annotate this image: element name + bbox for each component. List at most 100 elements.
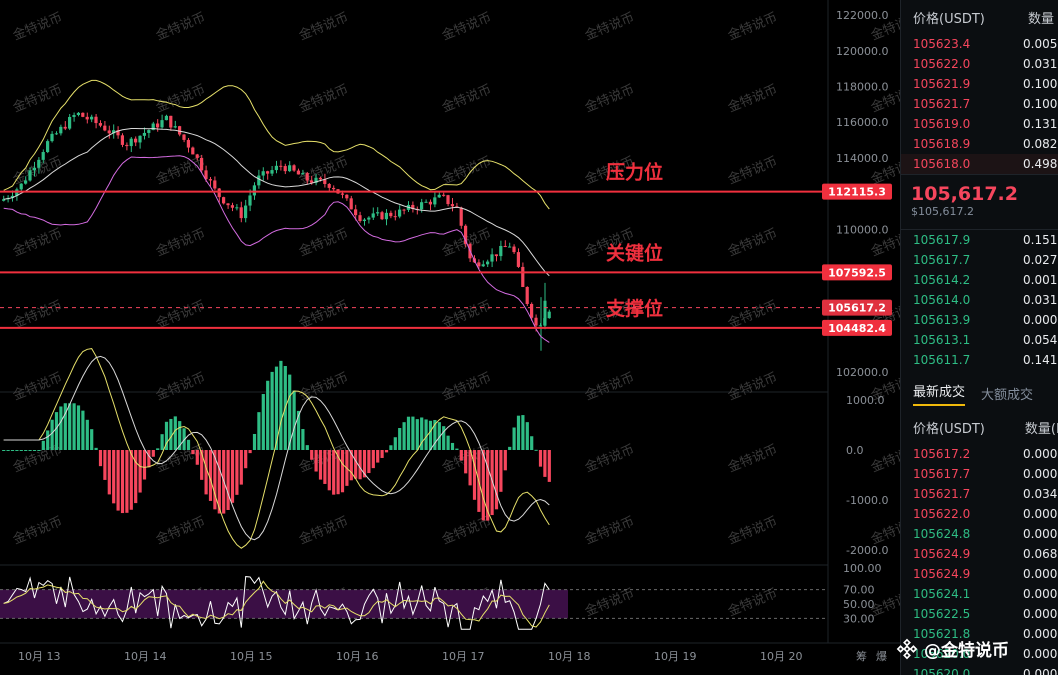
- candle-body: [151, 123, 155, 131]
- trade-row[interactable]: 105621.8 0.000: [901, 624, 1058, 644]
- level-price-tag-text: 104482.4: [828, 322, 886, 335]
- macd-bar: [516, 415, 521, 450]
- trade-row[interactable]: 105621.7 0.034: [901, 484, 1058, 504]
- level-label: 支撑位: [605, 297, 663, 320]
- candle-body: [204, 170, 208, 180]
- candle-body: [358, 215, 362, 222]
- trade-row[interactable]: 105624.9 0.068: [901, 544, 1058, 564]
- macd-bar: [296, 410, 301, 450]
- macd-bar: [244, 450, 248, 469]
- kline-chart[interactable]: 金特说币 金特说币 金特说币 金特说币 金特说币 金特说币 金特说币 金特说币 金特说币 金特说币…: [0, 0, 900, 675]
- ask-row[interactable]: 105621.9 0.100: [901, 74, 1058, 94]
- candle-body: [191, 147, 195, 155]
- row-price: 105622.0: [913, 507, 971, 521]
- watermark-text: 金特说币: [11, 225, 65, 259]
- ask-row[interactable]: 105622.0 0.031: [901, 54, 1058, 74]
- candle-body: [257, 175, 261, 186]
- tab-latest-trades[interactable]: 最新成交: [913, 381, 966, 406]
- macd-bar: [411, 416, 415, 450]
- bid-row[interactable]: 105617.9 0.151: [901, 230, 1058, 250]
- trade-row[interactable]: 105624.8 0.000: [901, 524, 1058, 544]
- order-book-panel: 价格(USDT) 数量 105623.4 0.005 105622.0 0.031 10…: [900, 0, 1058, 675]
- candle-body: [54, 133, 58, 135]
- ask-row[interactable]: 105623.4 0.005: [901, 34, 1058, 54]
- trade-row[interactable]: 105620.0 0.000: [901, 644, 1058, 664]
- macd-bar: [305, 445, 309, 450]
- macd-bar: [490, 450, 494, 516]
- last-price-box[interactable]: 105,617.2 $105,617.2: [901, 174, 1058, 230]
- candle-body: [362, 219, 366, 222]
- candle-body: [494, 254, 498, 257]
- trade-row[interactable]: 105624.1 0.000: [901, 584, 1058, 604]
- macd-bar: [323, 450, 327, 484]
- row-price: 105621.9: [913, 77, 971, 91]
- row-price: 105622.5: [913, 607, 971, 621]
- trade-row[interactable]: 105622.5 0.000: [901, 604, 1058, 624]
- macd-bar: [2, 450, 6, 451]
- row-qty: 0.000: [1023, 607, 1058, 621]
- row-price: 105611.7: [913, 353, 971, 367]
- trade-row[interactable]: 105624.9 0.000: [901, 564, 1058, 584]
- trade-row[interactable]: 105622.0 0.000: [901, 504, 1058, 524]
- candle-body: [46, 141, 50, 153]
- candle-body: [107, 130, 111, 134]
- watermark-text: 金特说币: [726, 9, 780, 43]
- bid-row[interactable]: 105617.7 0.027: [901, 250, 1058, 270]
- row-qty: 0.100: [1023, 77, 1058, 91]
- row-qty: 0.000: [1023, 527, 1058, 541]
- row-price: 105614.2: [913, 273, 971, 287]
- macd-bar: [226, 450, 230, 510]
- candle-body: [503, 245, 507, 247]
- macd-bar: [481, 450, 485, 521]
- order-book-header: 价格(USDT) 数量: [901, 0, 1058, 34]
- watermark-text: 金特说币: [583, 9, 637, 43]
- trade-row[interactable]: 105620.0 0.000: [901, 664, 1058, 675]
- bid-row[interactable]: 105614.0 0.031: [901, 290, 1058, 310]
- trades-list: 105617.2 0.000 105617.7 0.000 105621.7 0.034 1…: [901, 444, 1058, 675]
- macd-bar: [24, 450, 28, 451]
- row-qty: 0.005: [1023, 37, 1058, 51]
- ask-row[interactable]: 105618.9 0.082: [901, 134, 1058, 154]
- ask-row[interactable]: 105621.7 0.100: [901, 94, 1058, 114]
- candle-body: [305, 173, 309, 181]
- macd-bar: [112, 450, 116, 504]
- bid-row[interactable]: 105611.7 0.141: [901, 350, 1058, 370]
- ask-row[interactable]: 105619.0 0.131: [901, 114, 1058, 134]
- macd-bar: [310, 450, 314, 460]
- candle-body: [301, 173, 305, 175]
- candle-body: [446, 195, 450, 205]
- macd-bar: [208, 450, 213, 501]
- macd-bar: [468, 450, 472, 486]
- tab-large-trades[interactable]: 大额成交: [981, 387, 1034, 403]
- bid-row[interactable]: 105613.1 0.054: [901, 330, 1058, 350]
- watermark-text: 金特说币: [726, 585, 780, 619]
- macd-bar: [301, 429, 305, 450]
- trade-row[interactable]: 105617.7 0.000: [901, 464, 1058, 484]
- rsi-line-slow: [3, 580, 550, 628]
- level-label: 关键位: [606, 241, 663, 264]
- bid-row[interactable]: 105614.2 0.001: [901, 270, 1058, 290]
- watermark-text: 金特说币: [440, 9, 494, 43]
- candle-body: [226, 203, 230, 206]
- ask-row[interactable]: 105618.0 0.498: [901, 154, 1058, 174]
- candle-body: [222, 197, 226, 204]
- watermark-text: 金特说币: [726, 369, 780, 403]
- trade-row[interactable]: 105617.2 0.000: [901, 444, 1058, 464]
- watermark-text: 金特说币: [11, 9, 65, 43]
- macd-bar: [534, 449, 538, 451]
- time-axis-tick: 10月 20: [760, 650, 803, 663]
- macd-bar: [59, 406, 63, 450]
- watermark-text: 金特说币: [11, 369, 65, 403]
- macd-bar: [464, 450, 468, 474]
- macd-bar: [134, 450, 138, 504]
- candle-body: [138, 135, 142, 143]
- candle-body: [371, 213, 375, 218]
- watermark-text: 金特说币: [440, 369, 494, 403]
- watermark-text: 金特说币: [11, 297, 65, 331]
- row-qty: 0.027: [1023, 253, 1058, 267]
- macd-bar: [503, 450, 507, 471]
- macd-bar: [46, 430, 50, 450]
- bid-row[interactable]: 105613.9 0.000: [901, 310, 1058, 330]
- candle-body: [490, 254, 494, 262]
